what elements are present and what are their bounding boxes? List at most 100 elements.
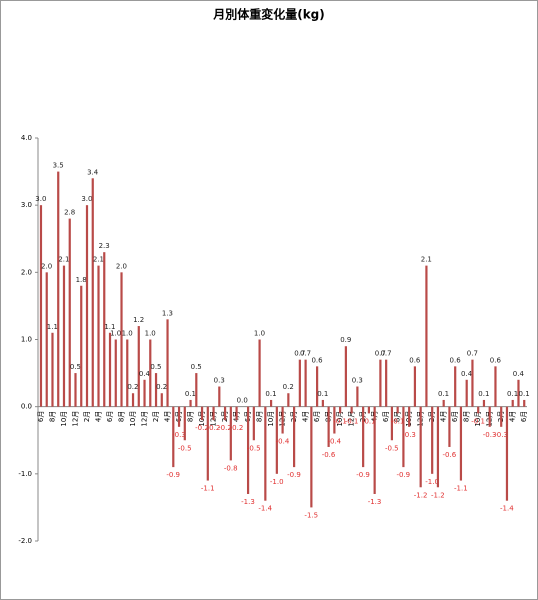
y-tick-label: 3.0 (21, 201, 32, 209)
data-label: -1.2 (414, 491, 428, 499)
bar (206, 406, 209, 481)
data-label: 0.1 (185, 390, 196, 398)
bar (80, 285, 83, 407)
bar (275, 406, 278, 474)
x-tick-label: 6月 (106, 411, 114, 422)
data-label: -0.1 (333, 417, 347, 425)
data-label: -0.2 (195, 424, 209, 432)
data-label: -0.6 (322, 451, 336, 459)
x-tick-label: 12月 (140, 411, 148, 427)
bar (454, 366, 457, 407)
data-label: 2.0 (41, 262, 52, 270)
x-tick-label: 12月 (348, 411, 356, 427)
x-tick-label: 10月 (60, 411, 68, 427)
data-label: -1.3 (241, 498, 255, 506)
data-label: -1.4 (500, 505, 514, 513)
bar (154, 373, 158, 407)
data-label: -0.1 (345, 417, 359, 425)
bar (471, 359, 474, 407)
data-label: 2.1 (421, 256, 432, 264)
x-tick-label: 4月 (440, 411, 448, 422)
bar (281, 406, 284, 434)
y-tick-label: 4.0 (21, 134, 32, 142)
data-label: 0.1 (478, 390, 489, 398)
data-label: 3.5 (53, 162, 64, 170)
data-label: 2.8 (64, 209, 75, 217)
data-label: 1.0 (110, 330, 121, 338)
bar (350, 406, 353, 414)
bar (362, 406, 365, 468)
data-label: 1.2 (133, 316, 144, 324)
data-label: 0.1 (438, 390, 449, 398)
bar (488, 406, 491, 427)
bar (339, 406, 342, 414)
y-tick-label: -2.0 (18, 537, 32, 545)
data-label: 0.4 (139, 370, 151, 378)
data-label: 2.1 (58, 256, 69, 264)
bar (390, 406, 394, 441)
bar (500, 406, 503, 427)
bar (523, 399, 526, 407)
bar (494, 366, 497, 407)
x-tick-label: 6月 (520, 411, 528, 422)
data-label: 0.7 (380, 350, 391, 358)
bar (344, 346, 347, 407)
data-label: -1.4 (258, 505, 272, 513)
bar (114, 339, 117, 407)
data-label: 0.6 (311, 356, 323, 364)
bar (166, 319, 169, 407)
bar (229, 406, 232, 461)
bar (246, 406, 250, 494)
data-label: -1.2 (431, 491, 445, 499)
x-tick-label: 10月 (474, 411, 482, 427)
bar (436, 406, 440, 488)
data-label: 0.5 (191, 363, 202, 371)
bar (91, 178, 94, 407)
data-label: -1.0 (270, 478, 284, 486)
bar (258, 339, 261, 407)
data-label: 0.6 (450, 356, 462, 364)
bar (517, 379, 520, 407)
bar (511, 399, 514, 407)
y-tick-label: -1.0 (18, 470, 32, 478)
bar (97, 265, 100, 407)
data-label: 0.7 (300, 350, 311, 358)
data-label: -0.2 (230, 424, 244, 432)
data-label: 0.5 (70, 363, 81, 371)
data-label: -0.5 (385, 444, 399, 452)
chart-title: 月別体重変化量(kg) (212, 7, 325, 22)
x-tick-label: 10月 (336, 411, 344, 427)
bar (304, 359, 307, 407)
bar (385, 359, 388, 407)
bar (183, 406, 186, 441)
data-label: 3.0 (35, 195, 46, 203)
data-label: 1.1 (104, 323, 115, 331)
data-label: 2.3 (99, 242, 110, 250)
bar (425, 265, 428, 407)
bar (39, 205, 43, 407)
bar (103, 252, 106, 407)
bar (333, 406, 336, 434)
data-label: -0.9 (356, 471, 370, 479)
bar (160, 393, 163, 407)
x-tick-label: 2月 (152, 411, 160, 422)
data-label: 1.0 (145, 330, 156, 338)
data-label: 0.4 (461, 370, 473, 378)
data-label: -0.1 (391, 417, 405, 425)
x-tick-label: 2月 (83, 411, 91, 422)
x-tick-label: 6月 (313, 411, 321, 422)
data-label: 0.7 (375, 350, 386, 358)
data-label: 0.1 (317, 390, 328, 398)
data-label: 0.2 (283, 383, 294, 391)
data-label: -0.3 (483, 431, 497, 439)
bar (235, 406, 238, 421)
data-label: -1.0 (425, 478, 439, 486)
bar (189, 399, 192, 407)
bar (51, 332, 54, 407)
x-tick-label: 8月 (117, 411, 125, 422)
bar (74, 373, 77, 407)
y-tick-label: 1.0 (21, 336, 32, 344)
bar (459, 406, 463, 481)
